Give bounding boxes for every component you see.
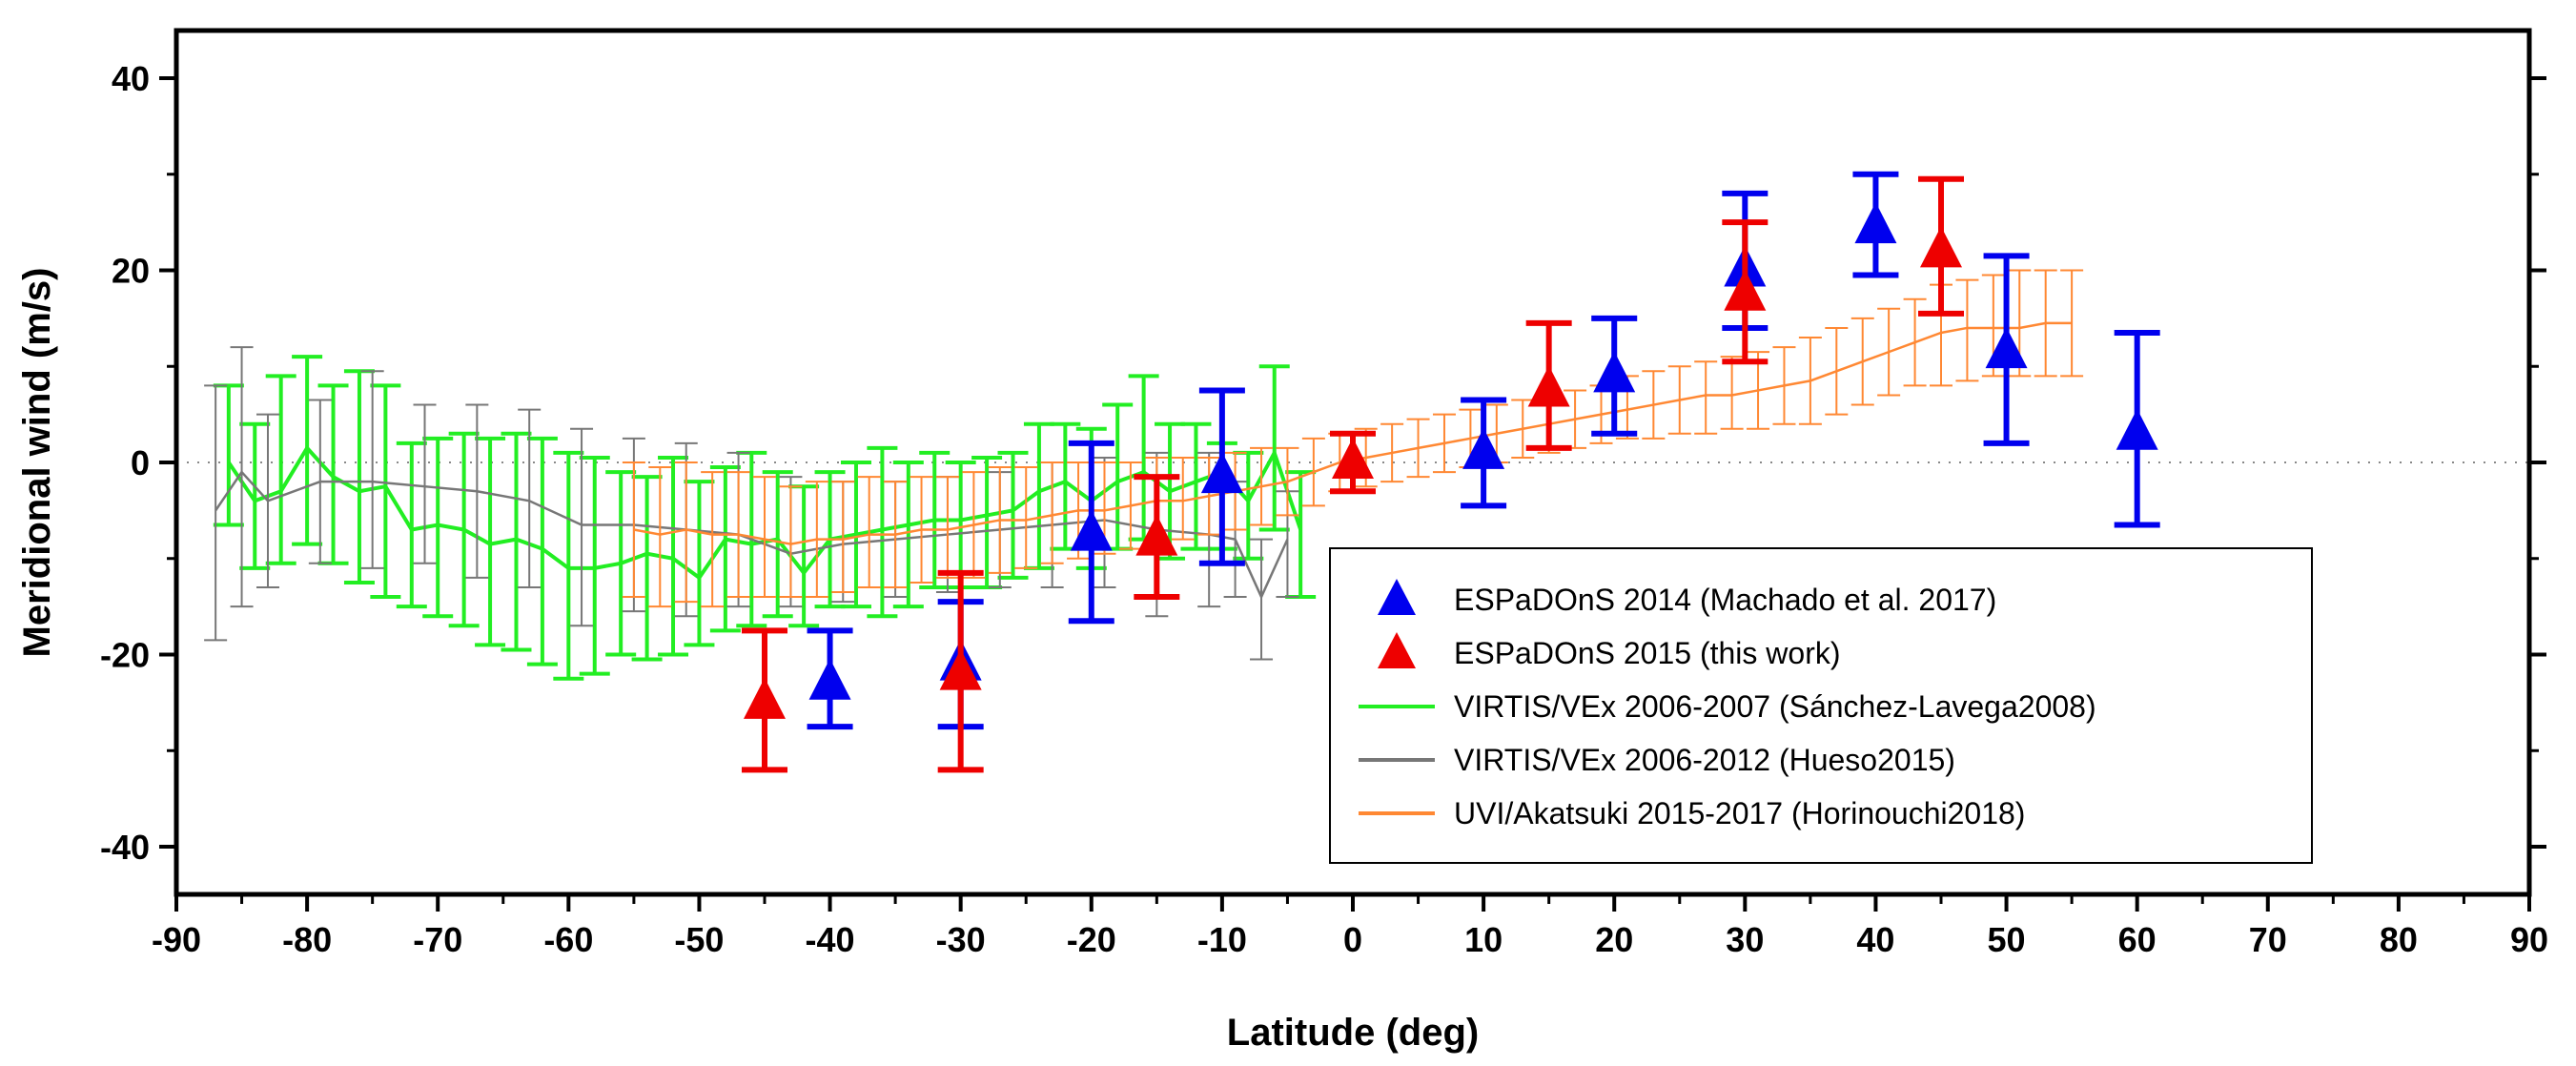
x-tick-label: 0 — [1343, 920, 1362, 959]
x-tick-label: 50 — [1988, 920, 2026, 959]
x-tick-label: 30 — [1726, 920, 1764, 959]
y-tick-label: 20 — [112, 252, 150, 291]
triangle-marker — [1135, 514, 1178, 556]
triangle-marker — [1527, 365, 1570, 407]
x-tick-label: 20 — [1595, 920, 1633, 959]
legend-label: ESPaDOnS 2014 (Machado et al. 2017) — [1454, 583, 1996, 617]
x-tick-label: -50 — [674, 920, 724, 959]
triangle-marker — [2116, 408, 2158, 450]
legend-box — [1329, 547, 2313, 864]
x-axis-label: Latitude (deg) — [1227, 1012, 1479, 1054]
y-axis-label: Meridional wind (m/s) — [16, 268, 58, 658]
y-tick-label: 0 — [131, 443, 150, 482]
x-tick-label: 10 — [1464, 920, 1503, 959]
triangle-marker — [1724, 269, 1767, 311]
triangle-marker — [1593, 351, 1636, 393]
x-tick-label: -80 — [282, 920, 332, 959]
x-tick-label: -20 — [1067, 920, 1116, 959]
x-tick-label: -10 — [1197, 920, 1247, 959]
x-tick-label: 40 — [1856, 920, 1894, 959]
triangle-marker — [1854, 202, 1897, 244]
x-tick-label: -40 — [806, 920, 855, 959]
legend-marker — [1378, 632, 1416, 668]
x-tick-label: -30 — [936, 920, 986, 959]
triangle-marker — [1462, 427, 1505, 469]
legend: ESPaDOnS 2014 (Machado et al. 2017) ESPaD… — [1329, 547, 2313, 864]
y-tick-label: 40 — [112, 59, 150, 98]
triangle-marker — [808, 658, 851, 700]
x-tick-label: 70 — [2249, 920, 2287, 959]
legend-label: VIRTIS/VEx 2006-2007 (Sánchez-Lavega2008… — [1454, 689, 2096, 724]
triangle-marker — [1332, 438, 1374, 479]
legend-label: ESPaDOnS 2015 (this work) — [1454, 636, 1841, 670]
x-tick-label: 80 — [2380, 920, 2418, 959]
triangle-marker — [1070, 509, 1113, 551]
x-tick-label: -60 — [543, 920, 593, 959]
y-tick-label: -20 — [100, 636, 150, 675]
triangle-marker — [744, 677, 786, 719]
triangle-marker — [1920, 226, 1962, 268]
triangle-marker — [1985, 327, 2028, 369]
x-tick-label: -90 — [152, 920, 201, 959]
x-tick-label: 60 — [2118, 920, 2157, 959]
triangle-marker — [1200, 452, 1243, 494]
y-tick-label: -40 — [100, 828, 150, 867]
legend-marker — [1378, 579, 1416, 615]
legend-label: VIRTIS/VEx 2006-2012 (Hueso2015) — [1454, 743, 1955, 777]
x-tick-label: 90 — [2510, 920, 2548, 959]
legend-label: UVI/Akatsuki 2015-2017 (Horinouchi2018) — [1454, 796, 2025, 830]
x-tick-label: -70 — [413, 920, 462, 959]
triangle-marker — [939, 648, 982, 690]
